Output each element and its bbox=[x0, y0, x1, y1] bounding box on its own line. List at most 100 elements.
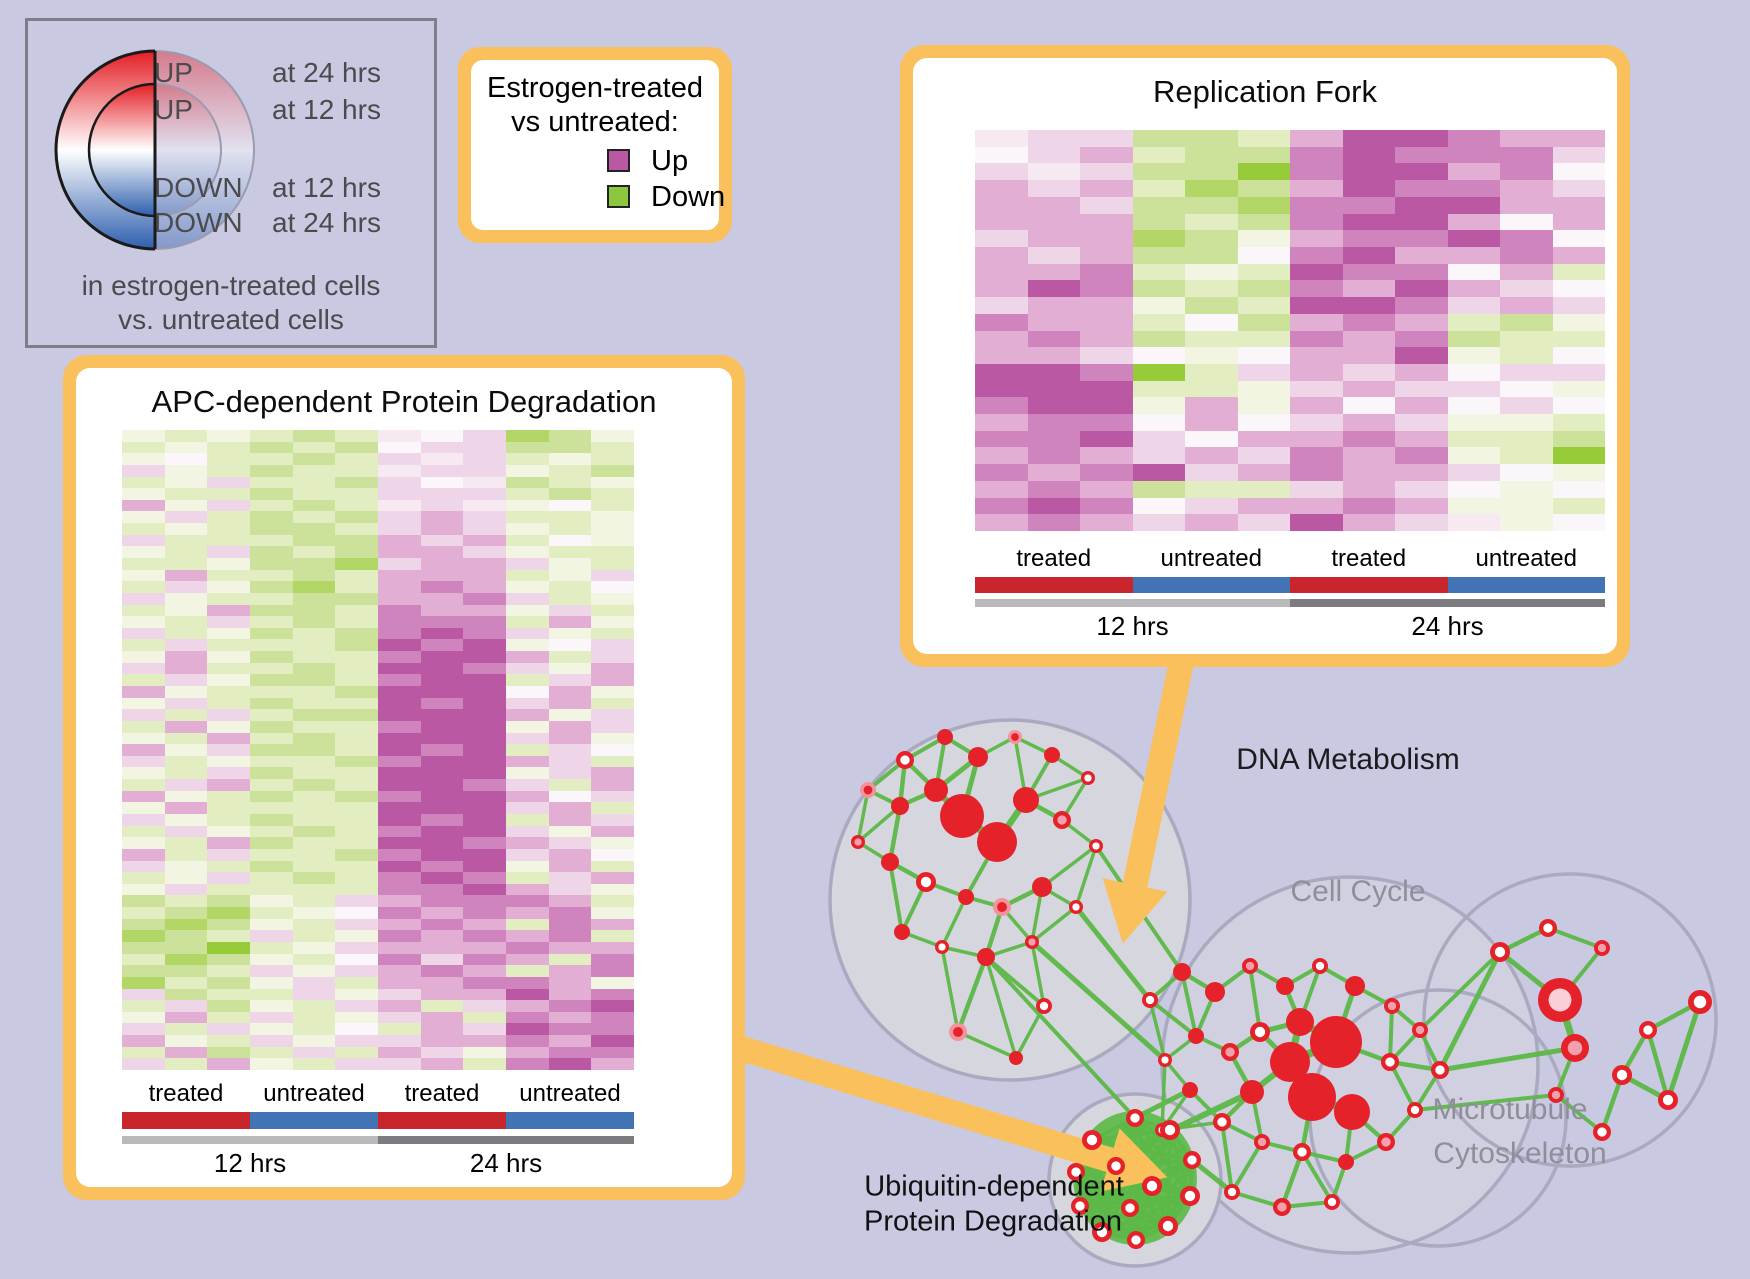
heatmap-cell bbox=[463, 1023, 506, 1036]
callout-arrow-shaft bbox=[729, 1034, 1114, 1172]
heatmap-cell bbox=[548, 767, 592, 780]
concentric-rings-icon bbox=[54, 49, 255, 251]
heatmap-cell bbox=[420, 767, 464, 780]
heatmap-cell bbox=[506, 930, 549, 942]
heatmap-cell bbox=[378, 744, 421, 756]
network-node-core bbox=[1011, 733, 1019, 741]
heatmap-cell bbox=[250, 674, 293, 686]
heatmap-cell bbox=[548, 988, 592, 1001]
heatmap-cell bbox=[548, 1046, 592, 1059]
heatmap-cell bbox=[1027, 213, 1080, 231]
heatmap-cell bbox=[420, 895, 464, 908]
heatmap-cell bbox=[292, 942, 336, 954]
network-edge bbox=[1040, 844, 1098, 889]
heatmap-cell bbox=[463, 674, 506, 686]
heatmap-cell bbox=[1027, 263, 1080, 281]
heatmap-cell bbox=[1027, 480, 1080, 498]
heatmap-cell bbox=[506, 674, 549, 686]
heatmap-cell bbox=[292, 907, 336, 919]
heatmap-cell bbox=[506, 639, 549, 652]
heatmap-cell bbox=[1027, 180, 1080, 197]
heatmap-cell bbox=[378, 779, 421, 791]
network-node bbox=[1173, 963, 1191, 981]
heatmap-cell bbox=[378, 581, 421, 593]
heatmap-cell bbox=[335, 744, 378, 756]
heatmap-cell bbox=[1080, 196, 1133, 214]
heatmap-cell bbox=[463, 430, 506, 442]
heatmap-cell bbox=[164, 860, 208, 873]
heatmap-cell bbox=[463, 488, 506, 500]
heatmap-cell bbox=[591, 511, 634, 524]
heatmap-cell bbox=[122, 523, 165, 535]
heatmap-cell bbox=[463, 814, 506, 826]
heatmap-cell bbox=[1237, 514, 1290, 531]
heatmap-cell bbox=[591, 1000, 634, 1012]
heatmap-cell bbox=[207, 883, 250, 896]
heatmap-cell bbox=[122, 848, 165, 861]
heatmap-cell bbox=[207, 895, 250, 908]
heatmap-cell bbox=[591, 907, 634, 919]
heatmap-cell bbox=[420, 1023, 464, 1036]
heatmap-cell bbox=[1395, 414, 1448, 431]
network-node-center bbox=[854, 838, 862, 846]
heatmap-cell bbox=[420, 790, 464, 803]
updown-legend-item: Up bbox=[471, 144, 719, 180]
network-node-center bbox=[1084, 774, 1092, 782]
heatmap-cell bbox=[463, 709, 506, 721]
heatmap-cell bbox=[591, 616, 634, 628]
cluster-circle-microtubule bbox=[1422, 872, 1718, 1168]
heatmap-cell bbox=[207, 918, 250, 931]
heatmap-cell bbox=[591, 430, 634, 442]
heatmap-cell bbox=[1132, 230, 1185, 247]
heatmap-cell bbox=[378, 965, 421, 977]
heatmap-cell bbox=[250, 523, 293, 535]
heatmap-cell bbox=[463, 604, 506, 617]
heatmap-cell bbox=[420, 476, 464, 489]
heatmap-cell bbox=[1552, 514, 1605, 531]
network-edge bbox=[1418, 950, 1502, 1032]
heatmap-cell bbox=[292, 1058, 336, 1070]
network-node bbox=[1009, 1051, 1023, 1065]
heatmap-cell bbox=[548, 430, 592, 442]
network-node-center bbox=[1662, 1094, 1674, 1106]
heatmap-cell bbox=[164, 895, 208, 908]
network-node-center bbox=[1111, 1161, 1121, 1171]
heatmap-cell bbox=[591, 837, 634, 849]
heatmap-cell bbox=[164, 942, 208, 954]
heatmap-cell bbox=[1080, 146, 1133, 164]
updown-color-legend: Estrogen-treated vs untreated: Up Down bbox=[458, 47, 732, 243]
replication-fork-panel: Replication Fork treated untreated treated… bbox=[900, 45, 1630, 667]
heatmap-cell bbox=[207, 732, 250, 745]
heatmap-cell bbox=[378, 604, 421, 617]
heatmap-cell bbox=[1447, 263, 1500, 281]
network-edge bbox=[1665, 999, 1703, 1103]
heatmap-cell bbox=[591, 441, 634, 454]
network-edge bbox=[887, 803, 903, 865]
heatmap-cell bbox=[207, 848, 250, 861]
heatmap-cell bbox=[1132, 196, 1185, 214]
heatmap-cell bbox=[506, 965, 549, 977]
network-node-center bbox=[1257, 1137, 1267, 1147]
heatmap-cell bbox=[548, 965, 592, 977]
heatmap-cell bbox=[1500, 230, 1553, 247]
heatmap-cell bbox=[548, 697, 592, 710]
heatmap-cell bbox=[164, 953, 208, 966]
heatmap-cell bbox=[250, 1058, 293, 1070]
scale-direction-label: UP bbox=[154, 94, 193, 125]
heatmap-cell bbox=[506, 860, 549, 873]
heatmap-cell bbox=[506, 814, 549, 826]
heatmap-cell bbox=[122, 837, 165, 849]
heatmap-cell bbox=[250, 872, 293, 884]
heatmap-cell bbox=[122, 755, 165, 768]
heatmap-cell bbox=[463, 976, 506, 989]
heatmap-cell bbox=[420, 569, 464, 582]
network-node-center bbox=[1075, 1201, 1085, 1211]
heatmap-cell bbox=[1500, 480, 1553, 498]
updown-item-label: Up bbox=[651, 145, 689, 177]
heatmap-cell bbox=[463, 802, 506, 814]
heatmap-cell bbox=[548, 720, 592, 733]
heatmap-cell bbox=[1027, 313, 1080, 331]
callout-arrow-head bbox=[1102, 878, 1168, 944]
heatmap-cell bbox=[463, 546, 506, 558]
group-label: untreated bbox=[1475, 545, 1577, 572]
